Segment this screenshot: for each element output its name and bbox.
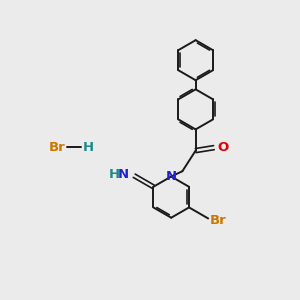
Text: H: H [108,168,119,181]
Text: Br: Br [210,214,226,227]
Text: O: O [218,141,229,154]
Text: Br: Br [48,141,65,154]
Text: N: N [118,168,129,181]
Text: N: N [166,170,177,183]
Text: H: H [83,141,94,154]
